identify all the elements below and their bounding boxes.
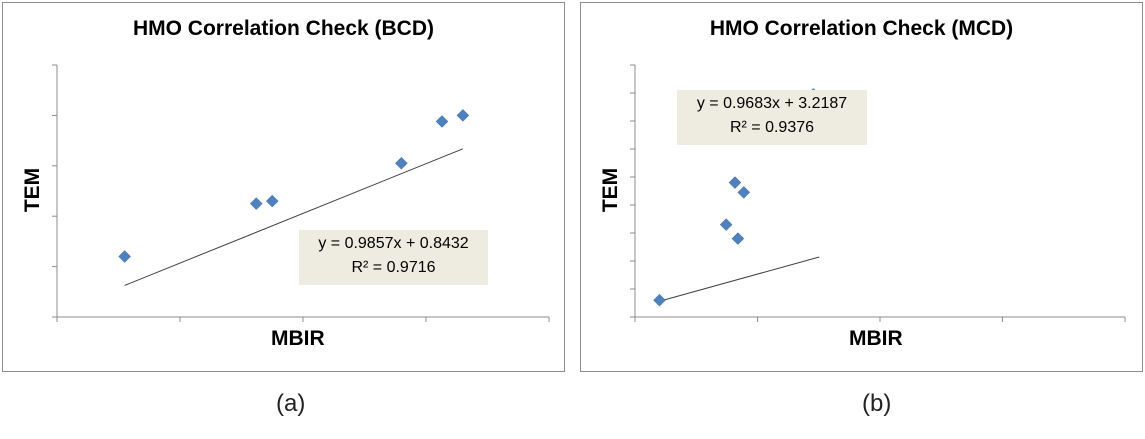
data-point [737,186,751,199]
trendline-equation-box: y = 0.9857x + 0.8432 R² = 0.9716 [299,230,488,285]
data-point [395,156,408,170]
trendline-equation: y = 0.9683x + 3.2187 [696,95,848,112]
figure-caption-a: (a) [276,390,306,417]
figure-caption-b: (b) [862,390,892,417]
data-point [719,218,733,231]
data-point [435,115,449,128]
r-squared-value: R² = 0.9376 [729,119,815,136]
trendline-equation-box: y = 0.9683x + 3.2187 R² = 0.9376 [677,90,867,145]
trendline [659,256,820,302]
data-point [249,197,263,210]
x-axis-label: MBIR [849,327,903,350]
scatter-plot-bcd [52,64,550,322]
r-squared-value: R² = 0.9716 [351,259,436,276]
y-axis-label: TEM [599,167,623,213]
data-point [653,293,666,307]
trendline-equation: y = 0.9857x + 0.8432 [318,235,469,252]
data-point [731,232,745,245]
chart-title: HMO Correlation Check (BCD) [132,17,435,40]
y-axis-label: TEM [21,167,45,213]
chart-panel-mcd: HMO Correlation Check (MCD) TEM MBIR y =… [580,2,1143,372]
chart-panel-bcd: HMO Correlation Check (BCD) TEM MBIR y =… [2,2,565,372]
x-axis-label: MBIR [271,327,325,350]
data-point [265,194,279,208]
chart-title: HMO Correlation Check (MCD) [709,17,1014,40]
trendline [124,148,464,286]
data-point [456,109,470,122]
scatter-plot-mcd [630,64,1126,322]
data-point [118,250,132,263]
data-point [728,176,742,189]
